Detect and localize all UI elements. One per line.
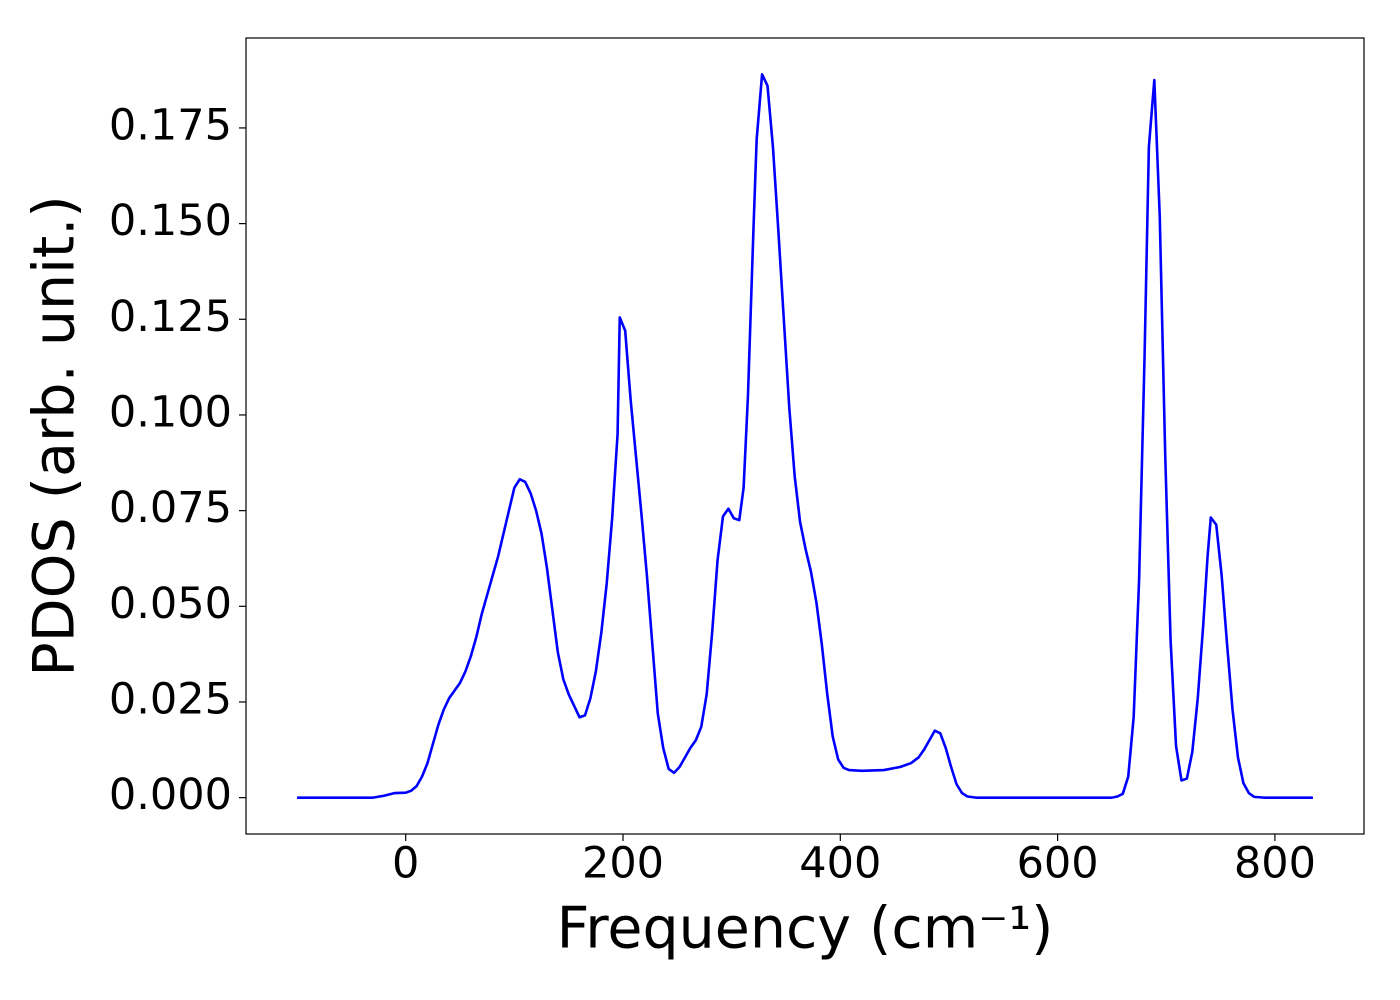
x-tick-label: 800 — [1234, 839, 1316, 889]
y-tick-label: 0.000 — [109, 770, 232, 820]
data-line — [297, 73, 1313, 799]
y-tick-label: 0.075 — [109, 483, 232, 533]
x-tick-label: 200 — [582, 839, 664, 889]
y-tick-label: 0.100 — [109, 387, 232, 437]
y-axis-label: PDOS (arb. unit.) — [22, 195, 88, 676]
x-tick-label: 400 — [799, 839, 881, 889]
x-tick-label: 0 — [392, 839, 419, 889]
y-tick-label: 0.150 — [109, 196, 232, 246]
x-axis-label: Frequency (cm⁻¹) — [557, 896, 1054, 962]
plot-frame — [245, 37, 1365, 835]
y-tick-label: 0.175 — [109, 100, 232, 150]
y-tick-label: 0.025 — [109, 674, 232, 724]
y-tick-label: 0.125 — [109, 292, 232, 342]
x-tick-label: 600 — [1017, 839, 1099, 889]
y-tick-label: 0.050 — [109, 579, 232, 629]
